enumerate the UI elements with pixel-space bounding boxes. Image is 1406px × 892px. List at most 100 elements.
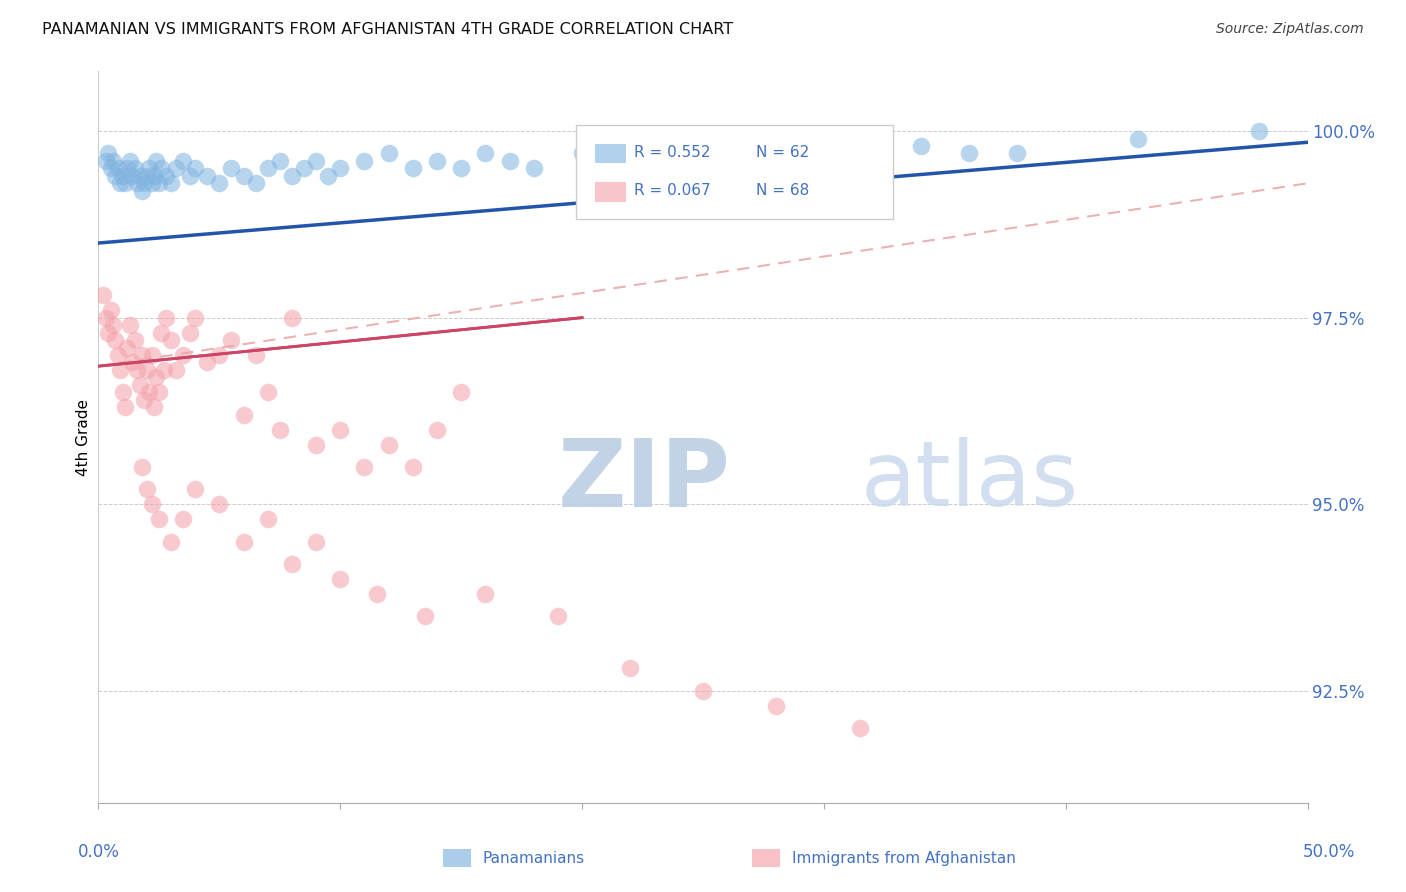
Text: N = 68: N = 68 xyxy=(756,184,810,198)
Point xyxy=(232,534,254,549)
Point xyxy=(141,177,163,191)
Point xyxy=(221,161,243,176)
Text: Source: ZipAtlas.com: Source: ZipAtlas.com xyxy=(1216,22,1364,37)
Point xyxy=(145,370,167,384)
Point xyxy=(281,310,304,325)
Point xyxy=(619,661,641,675)
Point xyxy=(256,161,278,176)
Point xyxy=(498,153,520,168)
Point xyxy=(329,423,352,437)
Point xyxy=(111,385,134,400)
Point xyxy=(172,348,194,362)
Point xyxy=(256,385,278,400)
Point xyxy=(141,348,163,362)
Point xyxy=(269,153,291,168)
Point xyxy=(134,177,156,191)
Text: PANAMANIAN VS IMMIGRANTS FROM AFGHANISTAN 4TH GRADE CORRELATION CHART: PANAMANIAN VS IMMIGRANTS FROM AFGHANISTA… xyxy=(42,22,734,37)
Point xyxy=(128,169,150,183)
Text: 0.0%: 0.0% xyxy=(77,843,120,861)
Point xyxy=(100,303,122,318)
Point xyxy=(135,363,157,377)
Point xyxy=(329,572,352,586)
Point xyxy=(195,355,218,369)
Point xyxy=(1128,131,1150,145)
Point xyxy=(138,161,160,176)
Point xyxy=(111,169,134,183)
Point xyxy=(155,310,177,325)
Point xyxy=(148,512,170,526)
Point xyxy=(138,385,160,400)
Text: Panamanians: Panamanians xyxy=(482,851,585,865)
Point xyxy=(184,161,207,176)
Point xyxy=(208,497,231,511)
Point xyxy=(108,363,131,377)
Point xyxy=(353,153,375,168)
Point xyxy=(305,534,328,549)
Point xyxy=(160,333,183,347)
Text: 50.0%: 50.0% xyxy=(1302,843,1355,861)
Point xyxy=(135,483,157,497)
Point xyxy=(94,153,117,168)
Point xyxy=(245,177,267,191)
Point xyxy=(292,161,315,176)
Point xyxy=(377,146,399,161)
Point xyxy=(860,146,883,161)
Point xyxy=(148,385,170,400)
Text: ZIP: ZIP xyxy=(558,435,731,527)
Point xyxy=(765,153,787,168)
Point xyxy=(118,318,141,332)
Point xyxy=(619,153,641,168)
Point xyxy=(910,139,932,153)
Point xyxy=(256,512,278,526)
Point xyxy=(377,437,399,451)
Point xyxy=(101,153,124,168)
Point xyxy=(305,153,328,168)
Point xyxy=(474,146,496,161)
Point xyxy=(124,333,146,347)
Point xyxy=(165,363,187,377)
Point xyxy=(118,153,141,168)
Point xyxy=(1007,146,1029,161)
Point xyxy=(184,483,207,497)
Point xyxy=(131,459,153,474)
Point xyxy=(329,161,352,176)
Point xyxy=(172,153,194,168)
Text: R = 0.067: R = 0.067 xyxy=(634,184,710,198)
Point xyxy=(101,318,124,332)
Point xyxy=(366,587,388,601)
Point xyxy=(155,169,177,183)
Point xyxy=(402,459,425,474)
Text: Immigrants from Afghanistan: Immigrants from Afghanistan xyxy=(792,851,1015,865)
Point xyxy=(97,326,120,340)
Point xyxy=(114,401,136,415)
Point xyxy=(148,177,170,191)
Point xyxy=(131,184,153,198)
Point xyxy=(245,348,267,362)
Point xyxy=(668,139,690,153)
Point xyxy=(232,169,254,183)
Point xyxy=(450,161,472,176)
Point xyxy=(131,348,153,362)
Point xyxy=(281,169,304,183)
Point xyxy=(104,333,127,347)
Point xyxy=(104,169,127,183)
Point xyxy=(353,459,375,474)
Point xyxy=(179,169,201,183)
Text: N = 62: N = 62 xyxy=(756,145,810,160)
Point xyxy=(413,609,436,624)
Point xyxy=(547,609,569,624)
Point xyxy=(135,169,157,183)
Point xyxy=(208,348,231,362)
Point xyxy=(121,169,143,183)
Point xyxy=(221,333,243,347)
Point xyxy=(165,161,187,176)
Point xyxy=(571,146,593,161)
Point xyxy=(150,326,173,340)
Point xyxy=(523,161,546,176)
Point xyxy=(426,153,449,168)
Point xyxy=(128,377,150,392)
Point xyxy=(127,363,149,377)
Point xyxy=(145,153,167,168)
Point xyxy=(813,139,835,153)
Point xyxy=(692,683,714,698)
